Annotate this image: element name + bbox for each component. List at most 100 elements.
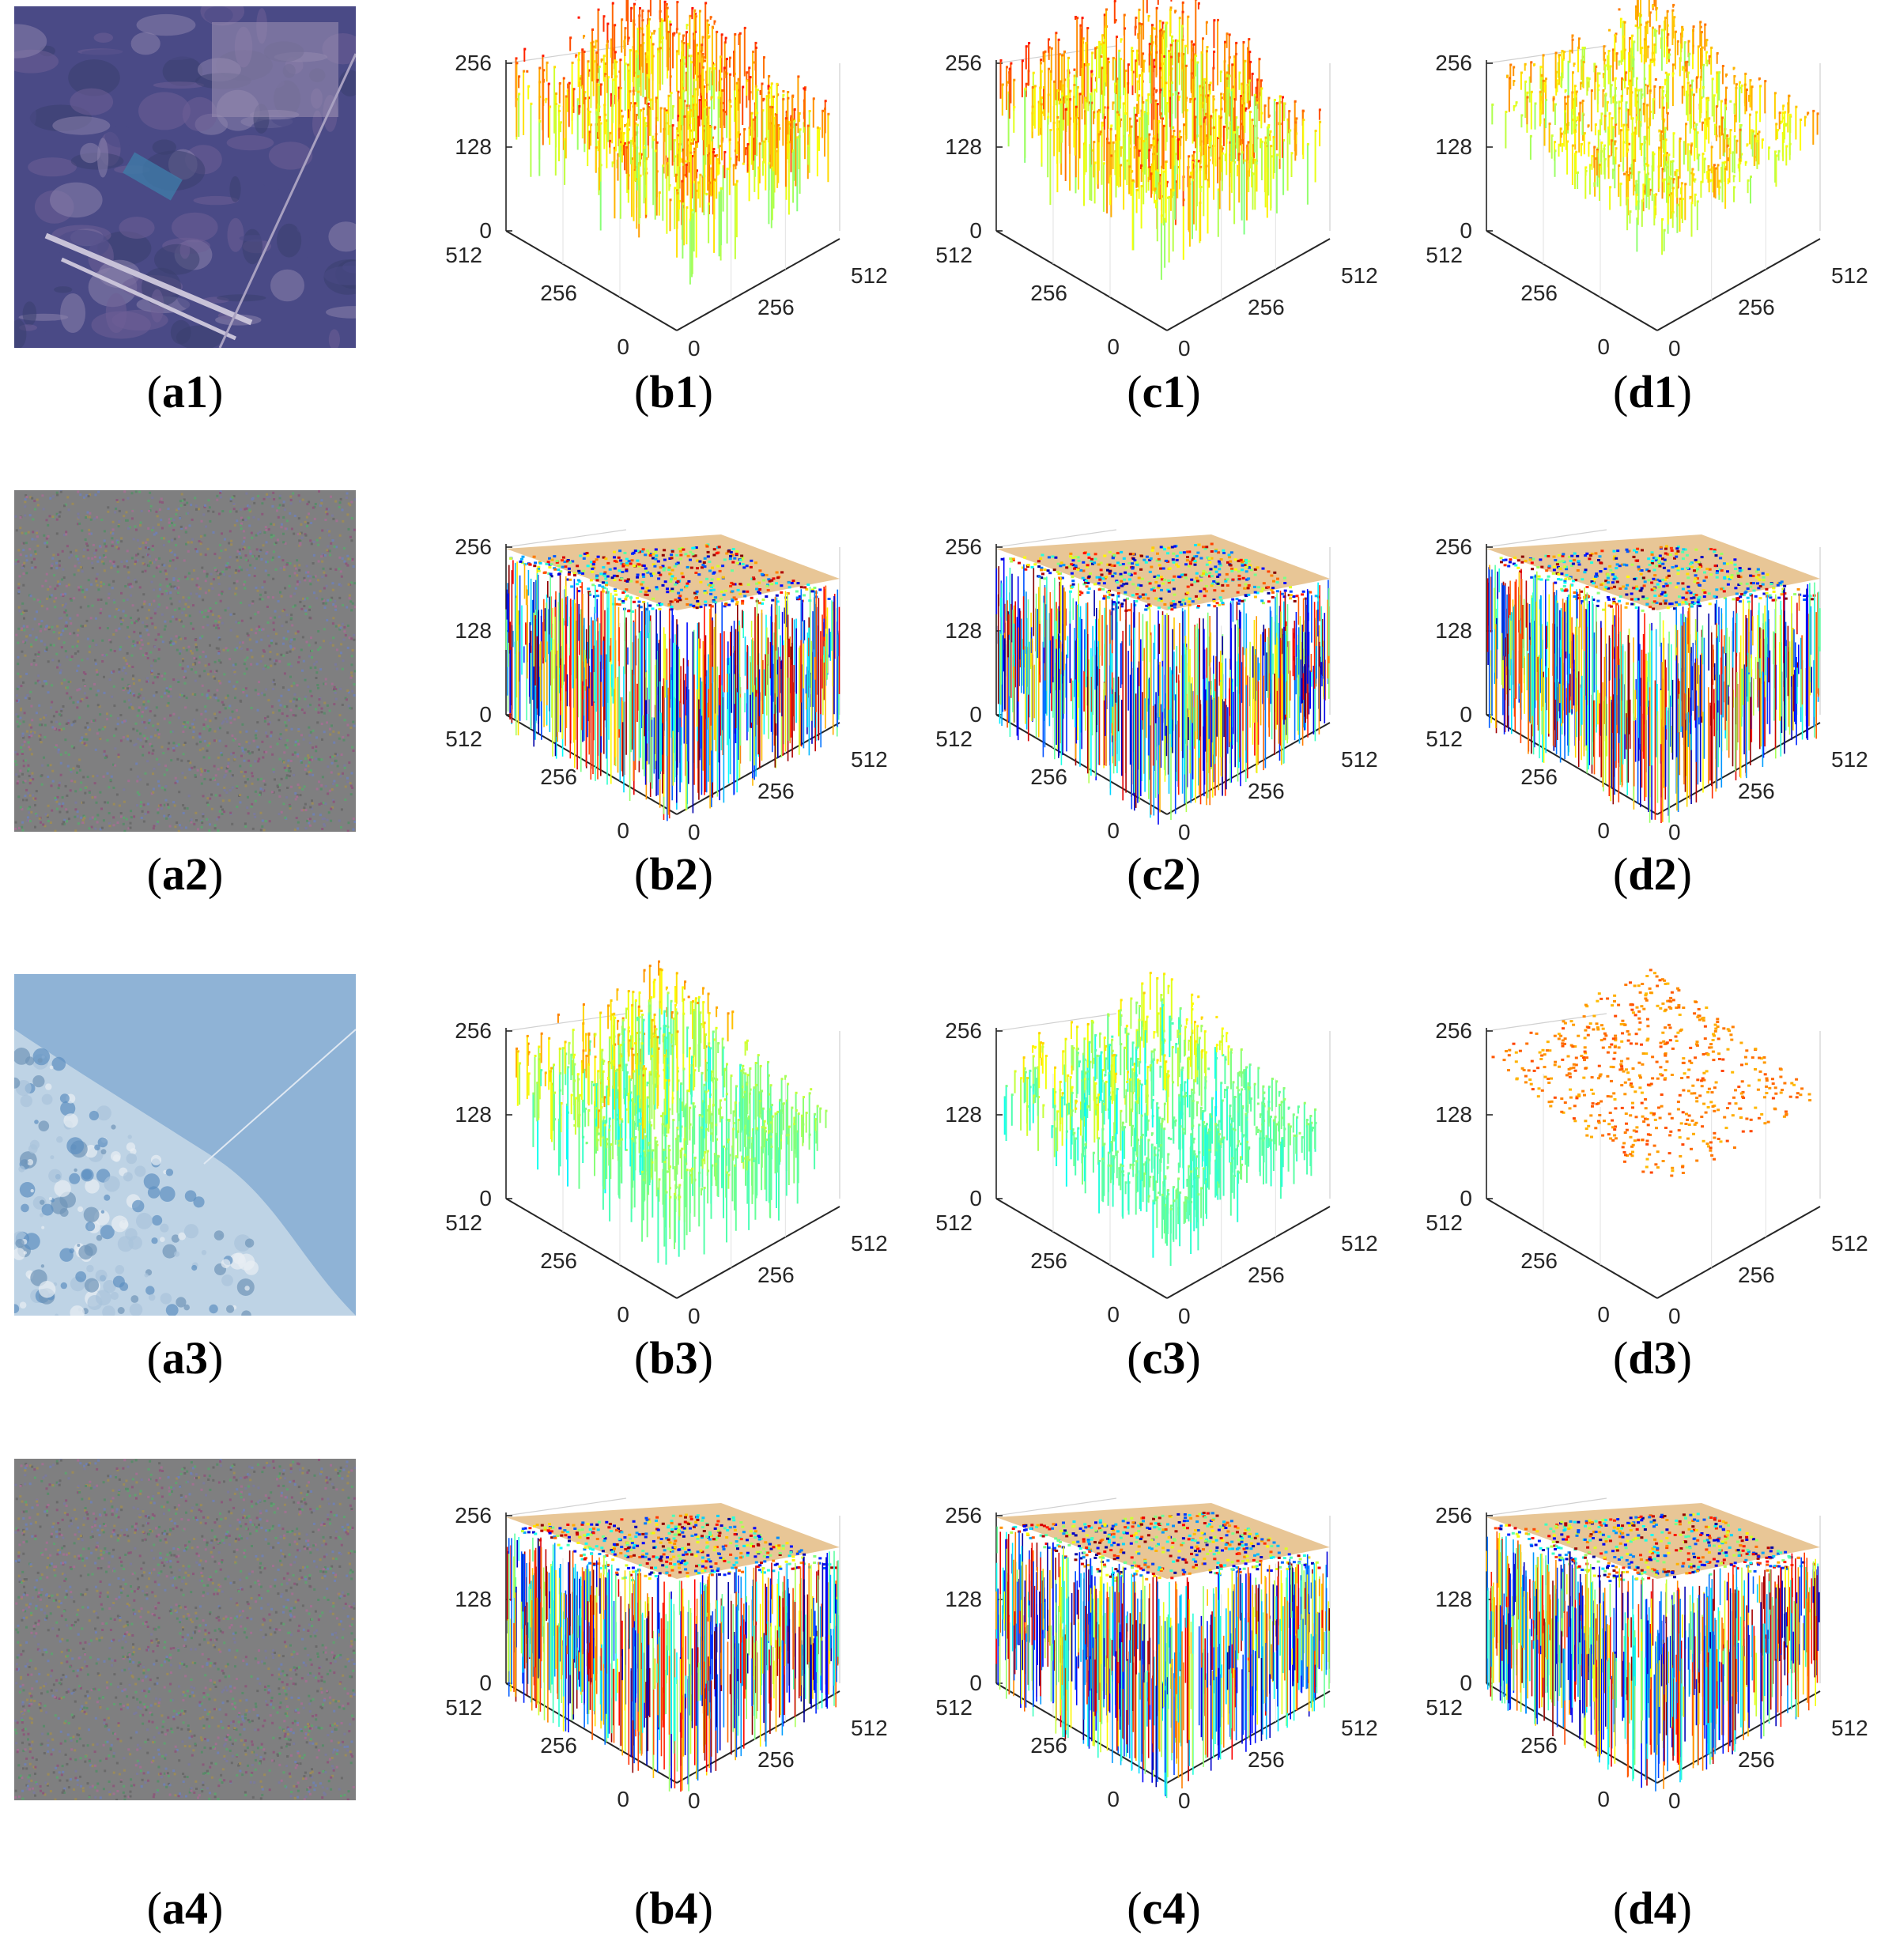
y-tick-label: 0 — [1597, 334, 1610, 359]
y-tick-label: 512 — [935, 1695, 973, 1720]
x-tick-label: 512 — [1831, 263, 1868, 288]
y-tick-label: 0 — [617, 334, 629, 359]
caption-c4: (c4) — [1127, 1883, 1201, 1934]
y-tick-label: 0 — [1597, 1787, 1610, 1811]
caption-a3: (a3) — [146, 1332, 224, 1384]
x-tick-label: 0 — [1178, 336, 1191, 361]
z-tick-label: 128 — [945, 134, 982, 159]
z-tick-label: 128 — [455, 1587, 492, 1611]
caption-label: c1 — [1142, 366, 1186, 417]
x-tick-label: 256 — [757, 295, 795, 319]
axis-box — [1486, 529, 1821, 815]
caption-label: d3 — [1628, 1332, 1677, 1384]
y-tick-label: 256 — [1030, 1733, 1067, 1758]
surface-plot-d3: 0 128 256 512 256 0 0 256 512 — [1423, 969, 1868, 1361]
image-panel-a4 — [14, 1459, 356, 1800]
surface — [515, 0, 830, 285]
surface — [516, 960, 828, 1265]
y-tick-label: 0 — [617, 1302, 629, 1327]
surface-plot-c3: 0 128 256 512 256 0 0 256 512 — [933, 972, 1378, 1361]
y-tick-label: 0 — [1597, 818, 1610, 843]
z-tick-label: 128 — [1435, 1102, 1472, 1127]
caption-label: a1 — [162, 366, 208, 417]
z-tick-label: 0 — [1460, 218, 1472, 243]
caption-b3: (b3) — [634, 1332, 713, 1384]
surface-plot-b4: 0 128 256 512 256 0 0 256 512 — [443, 1497, 888, 1846]
caption-a4: (a4) — [146, 1883, 224, 1934]
caption-label: a2 — [162, 848, 208, 900]
image-panel-a1 — [14, 6, 356, 348]
y-tick-label: 512 — [1426, 1695, 1463, 1720]
z-tick-label: 128 — [945, 1102, 982, 1127]
x-tick-label: 512 — [1831, 1231, 1868, 1256]
y-tick-label: 512 — [935, 1210, 973, 1235]
surface-plot-d2: 0 128 256 512 256 0 0 256 512 — [1423, 529, 1868, 878]
z-tick-label: 256 — [945, 51, 982, 75]
caption-a1: (a1) — [146, 366, 224, 417]
z-tick-label: 0 — [1460, 1186, 1472, 1210]
z-tick-label: 0 — [969, 1186, 982, 1210]
y-tick-label: 256 — [1520, 281, 1558, 305]
caption-c1: (c1) — [1127, 366, 1201, 417]
surface — [1486, 534, 1821, 823]
x-tick-label: 512 — [1341, 1231, 1378, 1256]
z-tick-label: 0 — [479, 1186, 492, 1210]
surface — [1003, 972, 1317, 1267]
surface — [1491, 0, 1819, 255]
x-tick-label: 512 — [1831, 1716, 1868, 1740]
image-panel-a2 — [14, 490, 356, 832]
x-tick-label: 256 — [757, 779, 795, 803]
x-tick-label: 0 — [688, 336, 701, 361]
y-tick-label: 256 — [540, 765, 577, 789]
x-tick-label: 256 — [1738, 779, 1775, 803]
z-tick-label: 256 — [945, 534, 982, 559]
x-tick-label: 512 — [851, 1231, 888, 1256]
x-tick-label: 0 — [1668, 820, 1681, 844]
surface-plot-c1: 0 128 256 512 256 0 0 256 512 — [933, 0, 1378, 394]
caption-label: a4 — [162, 1883, 208, 1934]
y-tick-label: 256 — [540, 281, 577, 305]
y-tick-label: 256 — [1520, 765, 1558, 789]
z-tick-label: 0 — [969, 1671, 982, 1695]
y-tick-label: 0 — [617, 818, 629, 843]
x-tick-label: 512 — [1341, 263, 1378, 288]
y-tick-label: 512 — [445, 1695, 482, 1720]
y-tick-label: 256 — [1030, 765, 1067, 789]
x-tick-label: 512 — [851, 1716, 888, 1740]
image-panel-a3 — [14, 974, 356, 1316]
x-tick-label: 256 — [1248, 1263, 1285, 1287]
y-tick-label: 0 — [1597, 1302, 1610, 1327]
z-tick-label: 256 — [455, 1503, 492, 1528]
x-tick-label: 256 — [1738, 1747, 1775, 1772]
x-tick-label: 512 — [851, 263, 888, 288]
x-tick-label: 0 — [1668, 1788, 1681, 1813]
caption-d3: (d3) — [1613, 1332, 1692, 1384]
caption-label: d4 — [1628, 1883, 1677, 1934]
x-tick-label: 512 — [1831, 747, 1868, 772]
z-tick-label: 0 — [969, 702, 982, 727]
axis-box — [995, 1013, 1331, 1299]
z-tick-label: 128 — [455, 618, 492, 643]
x-tick-label: 0 — [1668, 1304, 1681, 1328]
caption-label: a3 — [162, 1332, 208, 1384]
z-tick-label: 256 — [1435, 534, 1472, 559]
x-tick-label: 256 — [1248, 779, 1285, 803]
x-tick-label: 256 — [1248, 295, 1285, 319]
x-tick-label: 0 — [1178, 1788, 1191, 1813]
z-tick-label: 256 — [1435, 51, 1472, 75]
y-tick-label: 512 — [445, 1210, 482, 1235]
y-tick-label: 512 — [1426, 1210, 1463, 1235]
caption-label: d2 — [1628, 848, 1677, 900]
x-tick-label: 256 — [757, 1747, 795, 1772]
z-tick-label: 256 — [455, 534, 492, 559]
surface — [995, 1503, 1331, 1799]
surface — [999, 0, 1322, 280]
z-tick-label: 0 — [1460, 1671, 1472, 1695]
y-tick-label: 0 — [1107, 334, 1120, 359]
caption-b4: (b4) — [634, 1883, 713, 1934]
axis-box — [1486, 1013, 1821, 1299]
y-tick-label: 512 — [935, 243, 973, 267]
caption-b1: (b1) — [634, 366, 713, 417]
y-tick-label: 0 — [1107, 1787, 1120, 1811]
